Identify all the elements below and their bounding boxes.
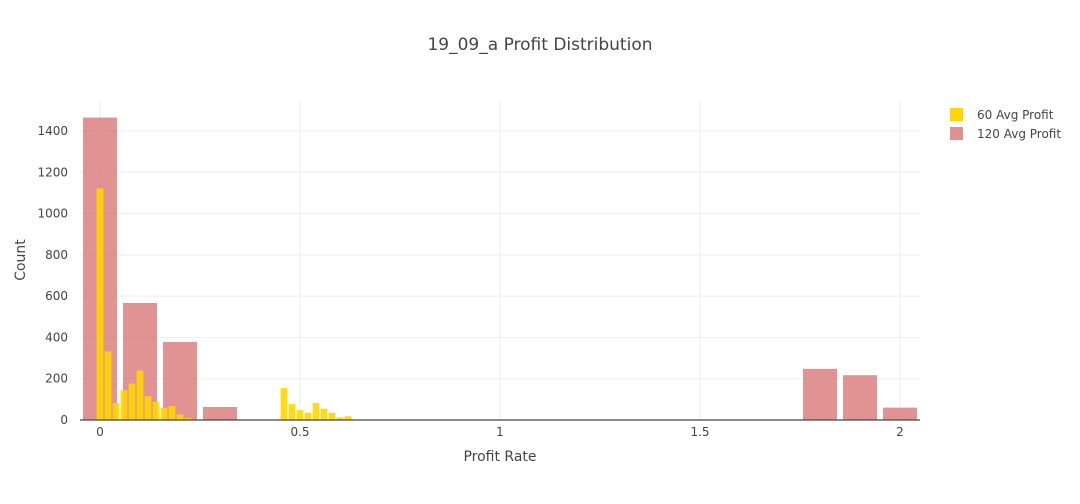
- bar-60-avg-profit[interactable]: [96, 188, 104, 420]
- bar-60-avg-profit[interactable]: [120, 390, 128, 420]
- bar-120-avg-profit[interactable]: [843, 375, 877, 420]
- bar-60-avg-profit[interactable]: [160, 407, 168, 420]
- bar-60-avg-profit[interactable]: [184, 417, 192, 420]
- y-tick-label: 600: [45, 289, 68, 303]
- bar-60-avg-profit[interactable]: [280, 388, 288, 420]
- bar-60-avg-profit[interactable]: [288, 404, 296, 420]
- y-tick-label: 200: [45, 372, 68, 386]
- x-tick-label: 1: [496, 425, 504, 439]
- series-60-avg-profit[interactable]: [96, 188, 352, 420]
- legend-label-60-avg-profit: 60 Avg Profit: [977, 108, 1054, 122]
- y-tick-label: 1000: [37, 207, 68, 221]
- bar-60-avg-profit[interactable]: [328, 412, 336, 420]
- axes: 0 200 400 600 800 1000 1200 1400 0 0.5 1 1.5 2: [37, 124, 920, 439]
- bar-60-avg-profit[interactable]: [296, 410, 304, 420]
- bar-60-avg-profit[interactable]: [304, 412, 312, 420]
- bar-60-avg-profit[interactable]: [152, 401, 160, 420]
- bar-60-avg-profit[interactable]: [336, 417, 344, 420]
- grid-lines: [80, 100, 920, 420]
- bar-60-avg-profit[interactable]: [136, 370, 144, 420]
- legend-item-60-avg-profit[interactable]: 60 Avg Profit: [950, 108, 1054, 122]
- x-tick-label: 0.5: [290, 425, 309, 439]
- chart-title: 19_09_a Profit Distribution: [427, 35, 652, 55]
- bar-60-avg-profit[interactable]: [112, 403, 120, 420]
- bar-120-avg-profit[interactable]: [163, 341, 197, 420]
- legend-swatch-120-avg-profit: [950, 127, 963, 140]
- x-tick-label: 0: [96, 425, 104, 439]
- bar-120-avg-profit[interactable]: [803, 368, 837, 420]
- y-tick-label: 400: [45, 330, 68, 344]
- y-tick-label: 0: [60, 413, 68, 427]
- bar-120-avg-profit[interactable]: [203, 406, 237, 420]
- legend-label-120-avg-profit: 120 Avg Profit: [977, 127, 1061, 141]
- y-tick-label: 800: [45, 248, 68, 262]
- x-tick-label: 2: [896, 425, 904, 439]
- bar-60-avg-profit[interactable]: [168, 405, 176, 420]
- legend: 60 Avg Profit 120 Avg Profit: [950, 108, 1061, 141]
- legend-item-120-avg-profit[interactable]: 120 Avg Profit: [950, 127, 1061, 141]
- x-tick-label: 1.5: [690, 425, 709, 439]
- bar-60-avg-profit[interactable]: [144, 396, 152, 420]
- bar-60-avg-profit[interactable]: [344, 416, 352, 420]
- bar-60-avg-profit[interactable]: [312, 403, 320, 420]
- legend-swatch-60-avg-profit: [950, 108, 963, 121]
- bar-60-avg-profit[interactable]: [128, 383, 136, 420]
- bar-60-avg-profit[interactable]: [176, 414, 184, 420]
- x-axis-title: Profit Rate: [463, 449, 536, 465]
- bar-60-avg-profit[interactable]: [104, 351, 112, 420]
- y-tick-label: 1400: [37, 124, 68, 138]
- bar-120-avg-profit[interactable]: [883, 407, 917, 420]
- y-axis-title: Count: [13, 239, 29, 281]
- bar-60-avg-profit[interactable]: [320, 408, 328, 420]
- y-tick-label: 1200: [37, 165, 68, 179]
